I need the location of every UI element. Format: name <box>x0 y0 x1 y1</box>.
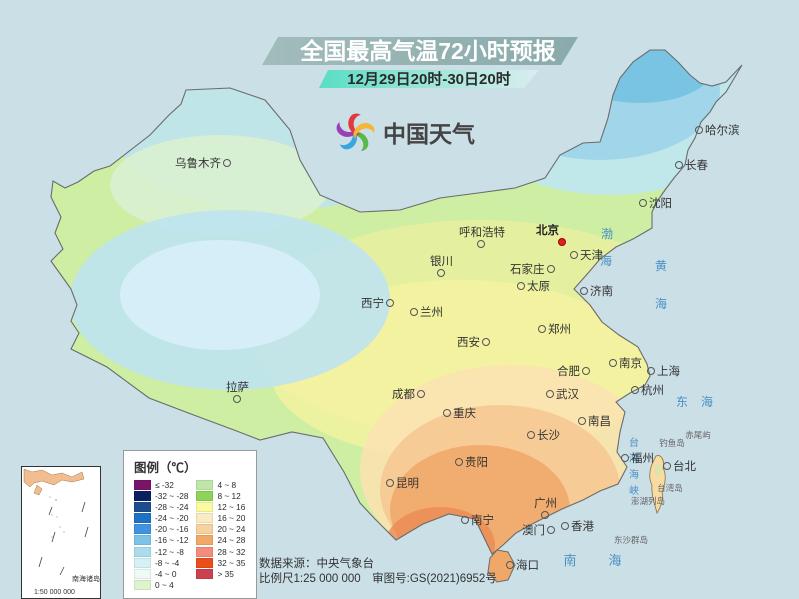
svg-text:全国最高气温72小时预报: 全国最高气温72小时预报 <box>299 38 556 64</box>
svg-text:海: 海 <box>655 296 667 311</box>
svg-text:海: 海 <box>701 394 713 409</box>
svg-text:海: 海 <box>608 553 621 568</box>
svg-text:海: 海 <box>629 468 639 481</box>
svg-text:南海诸岛: 南海诸岛 <box>72 574 100 583</box>
svg-text:渤: 渤 <box>601 227 613 241</box>
svg-text:东沙群岛: 东沙群岛 <box>614 535 648 545</box>
svg-text:台: 台 <box>629 436 639 449</box>
svg-text:1:50 000 000: 1:50 000 000 <box>34 589 75 596</box>
svg-text:台湾岛: 台湾岛 <box>657 483 683 493</box>
svg-text:赤尾屿: 赤尾屿 <box>685 430 711 440</box>
svg-text:钓鱼岛: 钓鱼岛 <box>659 438 685 448</box>
svg-text:澎湖列岛: 澎湖列岛 <box>631 496 665 506</box>
svg-text:中国天气: 中国天气 <box>383 121 475 147</box>
svg-text:黄: 黄 <box>655 259 667 273</box>
svg-text:东: 东 <box>676 395 688 409</box>
svg-text:南: 南 <box>563 553 576 568</box>
svg-text:12月29日20时-30日20时: 12月29日20时-30日20时 <box>347 71 510 88</box>
